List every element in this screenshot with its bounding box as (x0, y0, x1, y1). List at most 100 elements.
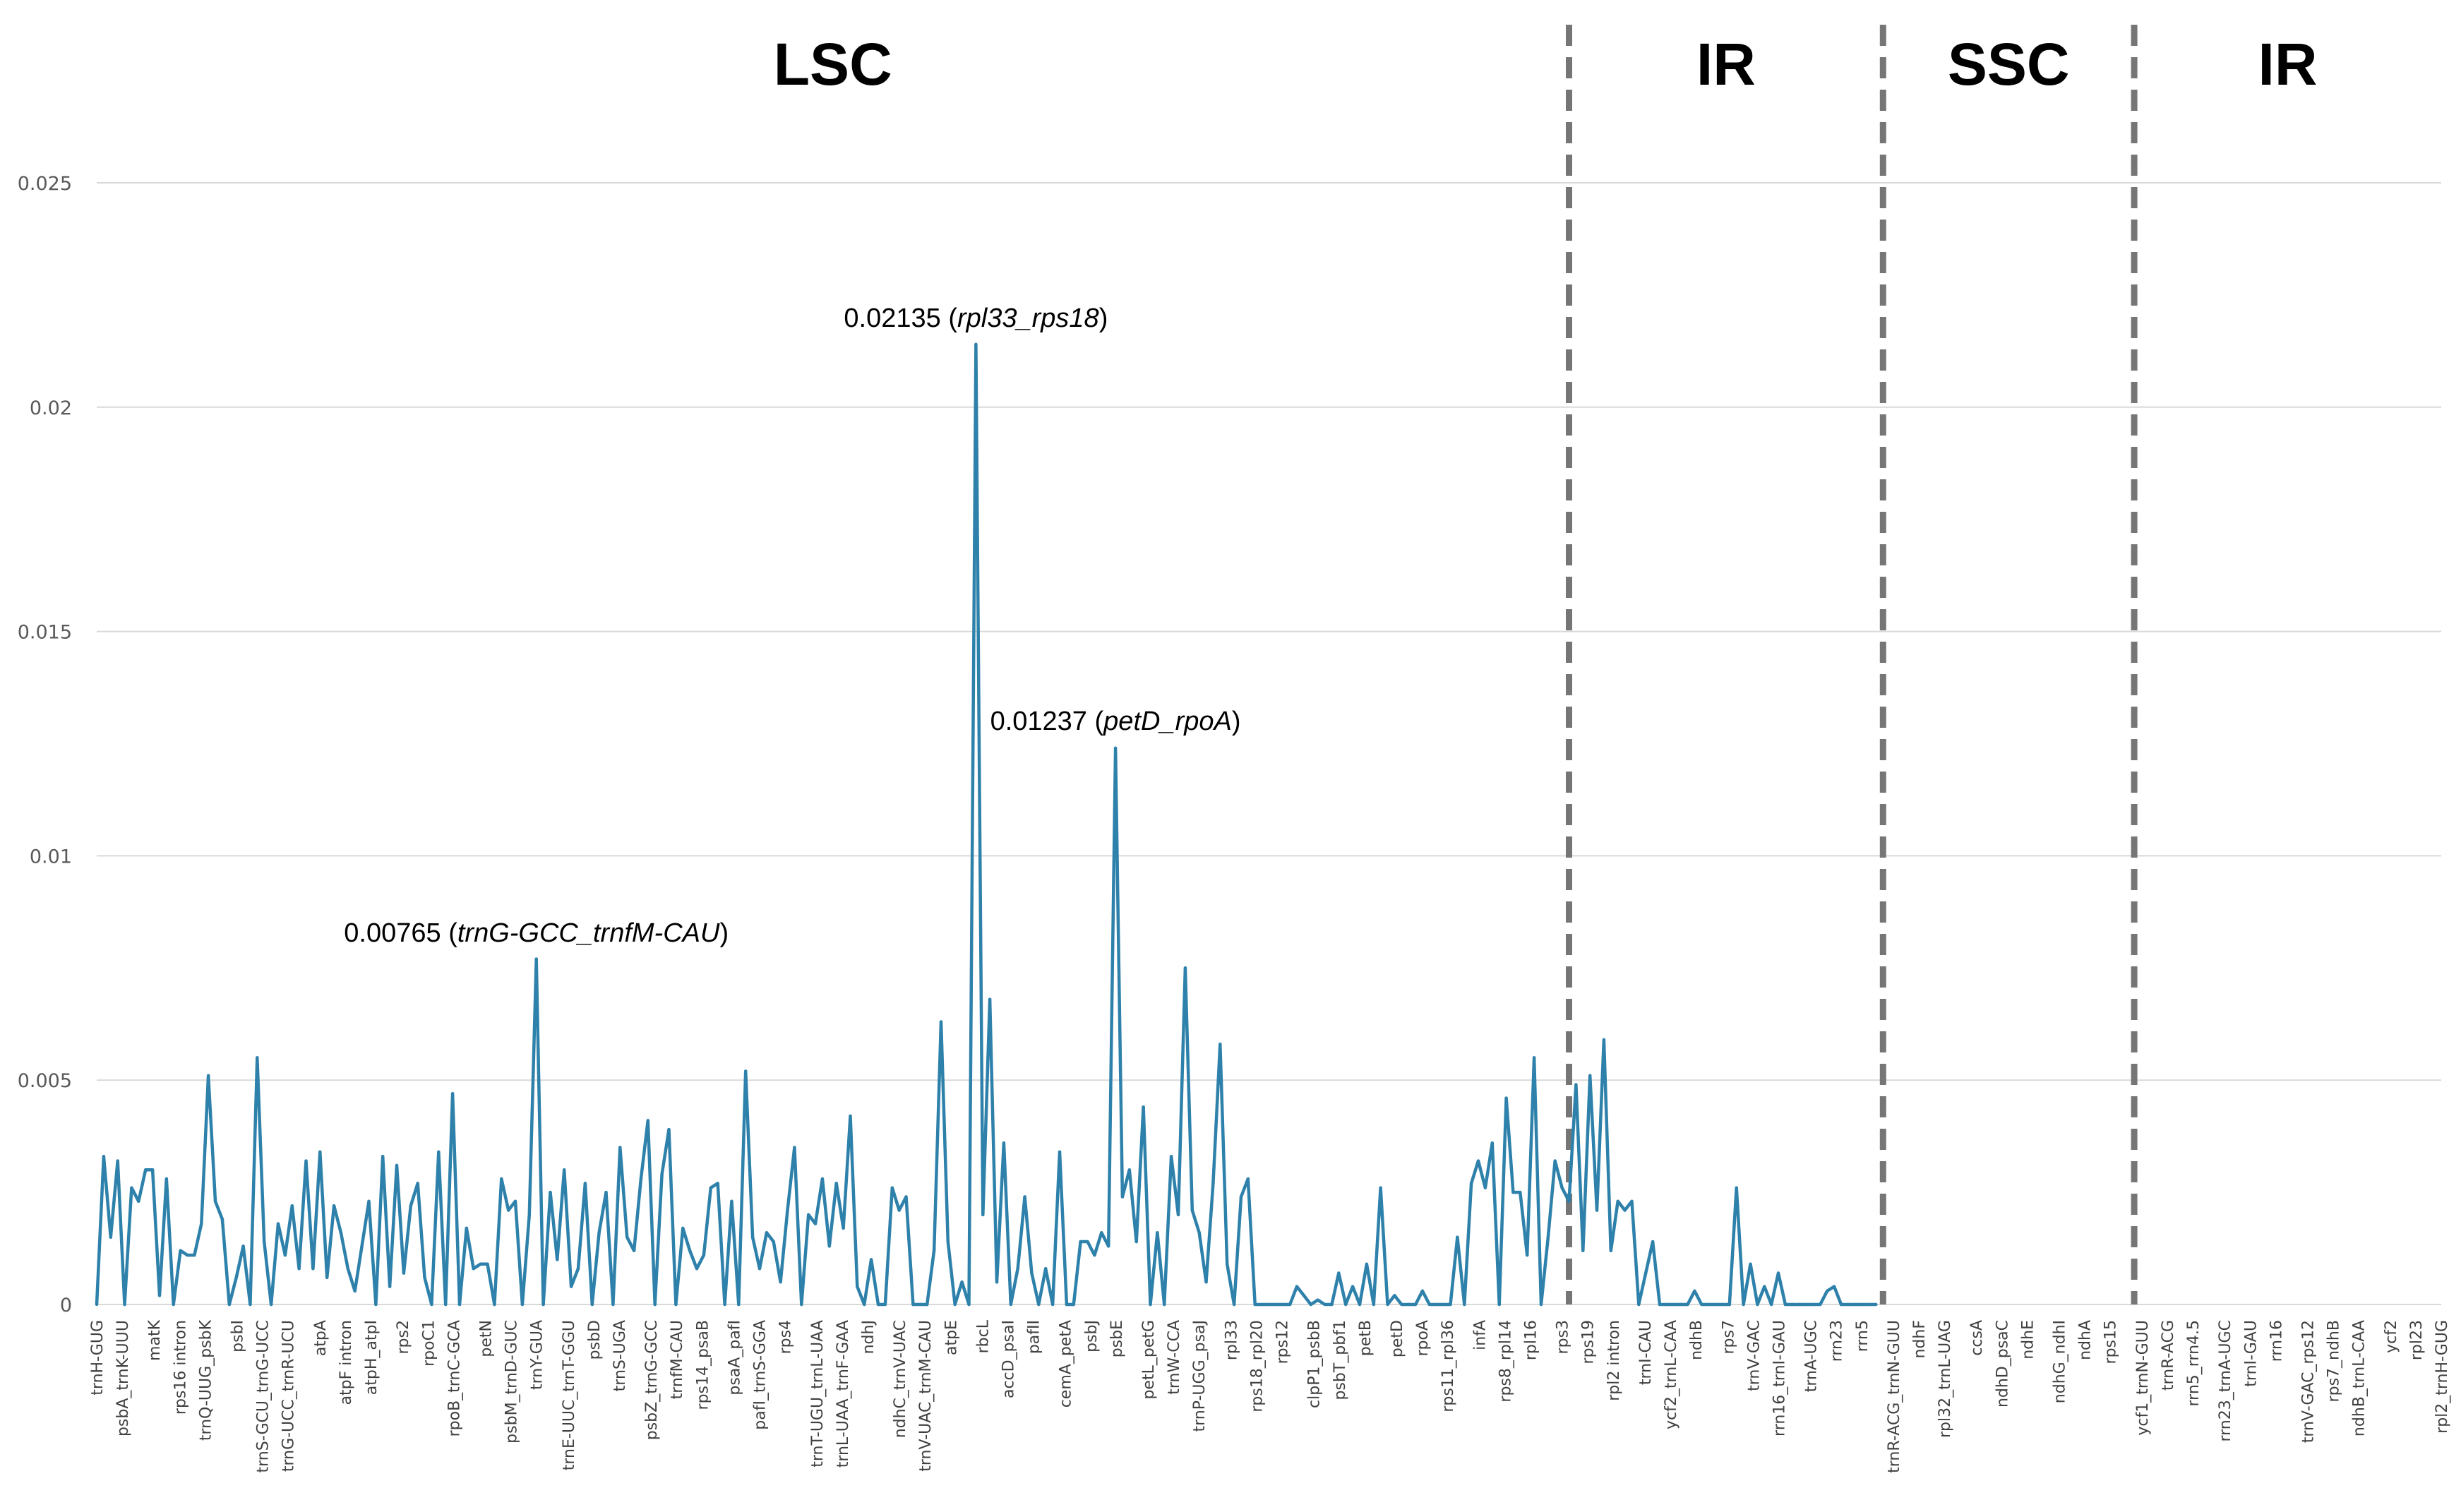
x-tick-label: trnL-UAA_trnF-GAA (834, 1320, 852, 1468)
data-point (1609, 1249, 1613, 1252)
data-point (1623, 1208, 1627, 1212)
x-tick-label: rrn23_trnA-UGC (2217, 1320, 2234, 1442)
x-tick-label: rrn5_rrn4.5 (2185, 1320, 2203, 1407)
data-point (1156, 1231, 1159, 1235)
data-point (1804, 1302, 1808, 1307)
data-point (869, 1258, 873, 1261)
x-tick-label: rps15 (2102, 1320, 2120, 1364)
data-point (1665, 1302, 1669, 1307)
y-tick-label: 0.015 (18, 622, 72, 644)
data-point (213, 1199, 217, 1204)
data-point (1086, 1240, 1089, 1244)
x-tick-label: rpl32_trnL-UAG (1936, 1320, 1954, 1438)
data-point (1511, 1190, 1515, 1194)
data-point (200, 1222, 203, 1225)
data-point (1574, 1083, 1578, 1086)
data-point (479, 1262, 482, 1266)
data-point (1497, 1302, 1501, 1307)
data-point (897, 1208, 901, 1212)
data-point (1853, 1302, 1857, 1307)
data-point (1769, 1302, 1773, 1307)
data-point (904, 1195, 908, 1199)
data-point (339, 1231, 343, 1235)
data-point (95, 1302, 99, 1307)
data-point (506, 1208, 510, 1212)
data-point (409, 1204, 412, 1208)
data-point (513, 1199, 517, 1204)
data-point (450, 1092, 455, 1096)
data-point (381, 1155, 385, 1158)
data-point (758, 1266, 762, 1271)
data-point (681, 1226, 685, 1230)
x-tick-label: ccsA (1968, 1320, 1986, 1356)
data-point (186, 1253, 189, 1257)
data-point (604, 1190, 608, 1194)
data-point (1065, 1302, 1069, 1307)
data-point (1469, 1182, 1473, 1185)
data-point (772, 1240, 775, 1244)
x-tick-label: rps14_psaB (694, 1320, 712, 1410)
data-point (569, 1285, 573, 1288)
data-point (1106, 1244, 1110, 1248)
data-point (939, 1020, 943, 1024)
data-point (520, 1302, 525, 1307)
data-point (1756, 1302, 1759, 1307)
data-point (1826, 1289, 1829, 1293)
data-point (1163, 1302, 1166, 1307)
data-point (1176, 1213, 1180, 1217)
data-point (1420, 1289, 1425, 1293)
x-tick-label: trnY-GUA (529, 1320, 546, 1390)
peak-gene: trnG-GCC_trnfM-CAU (457, 918, 720, 948)
data-point (116, 1159, 119, 1163)
data-point (234, 1276, 238, 1280)
data-point (1351, 1285, 1355, 1288)
x-tick-label: rps4 (777, 1320, 795, 1354)
x-tick-label: ndhB (1688, 1320, 1706, 1360)
data-point (1526, 1253, 1529, 1257)
data-point (527, 1213, 532, 1217)
data-point (346, 1266, 350, 1271)
data-point (1358, 1302, 1362, 1307)
x-tick-label: cemA_petA (1058, 1320, 1075, 1408)
data-point (1386, 1302, 1389, 1307)
data-point (932, 1249, 936, 1252)
data-point (716, 1182, 719, 1185)
data-point (1763, 1285, 1766, 1288)
data-point (1483, 1186, 1487, 1189)
gridlines (97, 182, 2441, 1305)
data-point (1037, 1302, 1041, 1307)
x-tick-label: trnE-UUC_trnT-GGU (561, 1320, 578, 1470)
data-point (150, 1168, 155, 1172)
data-point (876, 1302, 880, 1307)
data-point (318, 1150, 322, 1154)
x-tick-label: petB (1357, 1320, 1375, 1356)
data-point (618, 1146, 622, 1149)
data-point (332, 1204, 336, 1208)
data-point (813, 1222, 818, 1225)
data-point (423, 1276, 426, 1280)
data-point (590, 1302, 594, 1307)
x-tick-label: rpoB_trnC-GCA (445, 1320, 463, 1436)
data-point (1169, 1155, 1173, 1158)
data-point (702, 1253, 706, 1257)
x-tick-label: rpl16 (1523, 1320, 1540, 1360)
data-point (1672, 1302, 1675, 1307)
x-tick-label: trnS-UGA (611, 1320, 629, 1391)
x-tick-label: psaA_pafI (726, 1320, 743, 1396)
data-point (1002, 1141, 1006, 1145)
data-point (1232, 1302, 1236, 1307)
data-point (632, 1249, 636, 1252)
data-point (946, 1240, 950, 1244)
peak-annotation: 0.02135 (rpl33_rps18) (844, 304, 1108, 333)
data-point (1134, 1240, 1138, 1244)
data-point (1204, 1280, 1208, 1284)
data-point (597, 1231, 601, 1235)
x-tick-label: petN (478, 1320, 496, 1357)
x-tick-label: psbJ (1083, 1320, 1101, 1352)
x-tick-label: rpl2_trnH-GUG (2433, 1320, 2451, 1434)
x-tick-label: rps12 (1274, 1320, 1292, 1364)
data-point (1713, 1302, 1718, 1307)
data-point (1190, 1208, 1194, 1212)
peak-gene: rpl33_rps18 (957, 304, 1099, 333)
